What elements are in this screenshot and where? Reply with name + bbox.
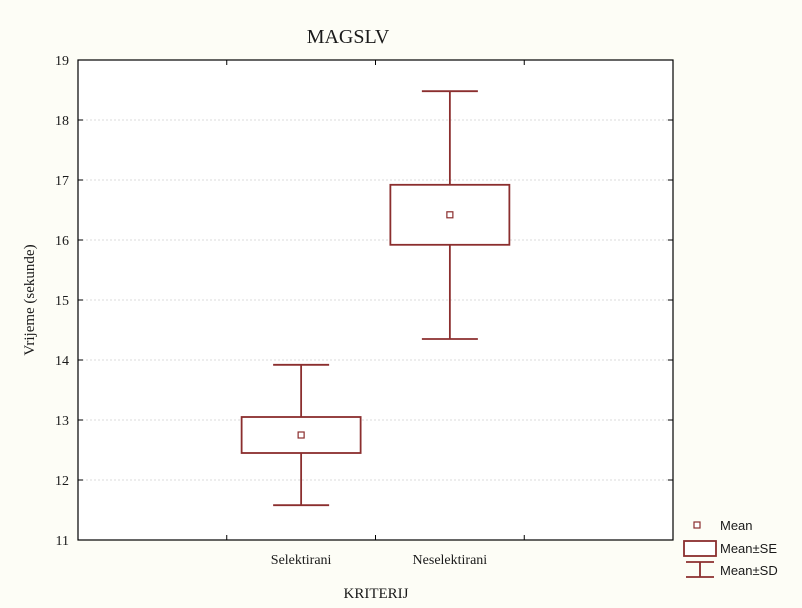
y-tick-label: 18 — [55, 114, 69, 129]
x-tick-labels: Selektirani Neselektirani — [271, 553, 488, 568]
plot-area — [78, 60, 673, 540]
chart-title: MAGSLV — [307, 26, 390, 48]
legend-mean-label: Mean — [720, 518, 753, 533]
mean-marker — [298, 432, 304, 438]
y-tick-label: 15 — [55, 294, 69, 309]
legend-mean-swatch — [694, 522, 700, 528]
y-tick-label: 12 — [55, 474, 69, 489]
y-tick-labels: 11 12 13 14 15 16 17 18 19 — [55, 54, 69, 549]
legend: Mean Mean±SE Mean±SD — [684, 518, 778, 578]
y-tick-label: 19 — [55, 54, 69, 69]
y-tick-label: 14 — [55, 354, 69, 369]
legend-se-swatch — [684, 541, 716, 556]
legend-se-label: Mean±SE — [720, 541, 777, 556]
y-axis-label: Vrijeme (sekunde) — [22, 244, 38, 355]
x-tick-label: Selektirani — [271, 553, 332, 568]
legend-sd-label: Mean±SD — [720, 563, 778, 578]
x-axis-label: KRITERIJ — [344, 586, 409, 602]
y-tick-label: 16 — [55, 234, 69, 249]
y-tick-label: 13 — [55, 414, 69, 429]
mean-marker — [447, 212, 453, 218]
x-tick-label: Neselektirani — [413, 553, 488, 568]
y-tick-label: 17 — [55, 174, 69, 189]
y-tick-label: 11 — [56, 534, 69, 549]
